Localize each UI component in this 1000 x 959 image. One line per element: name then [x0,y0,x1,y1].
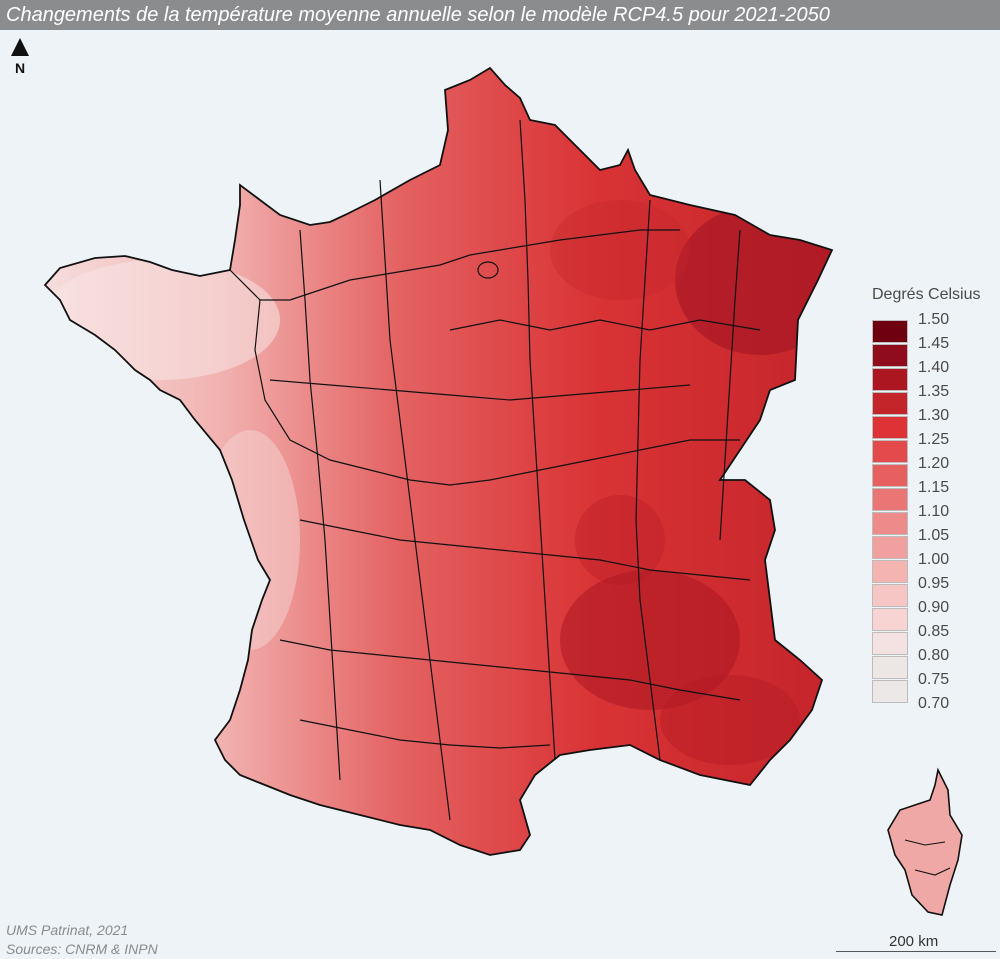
legend-label: 0.85 [918,623,950,640]
zone-lyon [575,495,665,585]
legend-bin [872,416,908,439]
legend-bin [872,464,908,487]
legend-label: 1.20 [918,455,950,472]
legend-bin [872,632,908,655]
legend-bin [872,512,908,535]
scale-bar [836,951,996,952]
mainland-outline [43,66,834,856]
legend-bin [872,560,908,583]
legend-label: 0.70 [918,695,950,712]
legend-label: 1.45 [918,335,950,352]
legend-bin [872,680,908,703]
credit-sources: Sources: CNRM & INPN [6,941,158,957]
legend-label: 0.95 [918,575,950,592]
credit-author: UMS Patrinat, 2021 [6,922,129,938]
legend-bin [872,584,908,607]
zone-brittany [45,260,280,380]
legend-title: Degrés Celsius [872,286,981,303]
legend-bin [872,440,908,463]
legend-label: 1.15 [918,479,950,496]
zone-champagne [550,200,690,300]
legend-label: 1.25 [918,431,950,448]
legend-label: 1.10 [918,503,950,520]
legend-label: 1.50 [918,311,950,328]
legend-label: 1.00 [918,551,950,568]
zone-atlantic-coast [200,430,300,650]
legend-label: 1.30 [918,407,950,424]
legend-bin [872,536,908,559]
legend-bin [872,392,908,415]
legend-bin [872,320,908,343]
north-indicator: N [8,38,32,76]
legend-label: 0.90 [918,599,950,616]
north-label: N [14,60,26,76]
legend-bin [872,608,908,631]
zone-rhone-valley [560,570,740,710]
legend-bin [872,488,908,511]
zone-alsace-lorraine [675,205,832,355]
scale-bar-label: 200 km [889,933,939,950]
zone-provence [660,675,800,765]
legend-label: 1.35 [918,383,950,400]
legend-label: 1.05 [918,527,950,544]
legend-bin [872,344,908,367]
legend-label: 0.75 [918,671,950,688]
legend-label: 1.40 [918,359,950,376]
map-title: Changements de la température moyenne an… [6,4,830,26]
department-boundaries [229,119,761,821]
north-arrow-icon [11,38,29,56]
legend-label: 0.80 [918,647,950,664]
corsica [887,767,963,916]
title-bar: Changements de la température moyenne an… [0,0,1000,30]
legend-bin [872,368,908,391]
legend-bin [872,656,908,679]
